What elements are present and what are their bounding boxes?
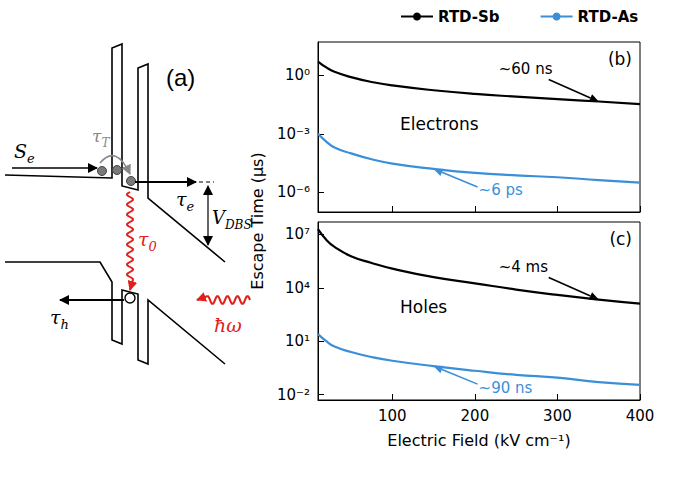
svg-text:10⁻⁶: 10⁻⁶	[277, 183, 310, 201]
svg-text:10⁻³: 10⁻³	[277, 125, 310, 143]
svg-text:τ0: τ0	[138, 228, 157, 254]
svg-text:RTD-Sb: RTD-Sb	[438, 8, 500, 26]
svg-text:~6 ps: ~6 ps	[479, 181, 523, 199]
svg-text:Electrons: Electrons	[400, 114, 479, 134]
svg-text:τe: τe	[176, 188, 195, 214]
svg-text:10⁻²: 10⁻²	[277, 386, 310, 404]
svg-text:(b): (b)	[608, 49, 632, 69]
svg-text:(a): (a)	[166, 64, 195, 91]
svg-text:~60 ns: ~60 ns	[499, 60, 553, 78]
svg-text:ħω: ħω	[214, 314, 242, 336]
svg-text:Escape Time (µs): Escape Time (µs)	[247, 152, 267, 290]
svg-text:100: 100	[378, 407, 407, 425]
svg-text:300: 300	[543, 407, 572, 425]
svg-text:Electric Field (kV cm⁻¹): Electric Field (kV cm⁻¹)	[387, 431, 570, 450]
svg-text:~4 ms: ~4 ms	[499, 258, 548, 276]
svg-text:10⁷: 10⁷	[285, 225, 310, 243]
svg-text:τh: τh	[50, 306, 69, 332]
svg-text:Se: Se	[14, 140, 35, 166]
svg-text:10⁰: 10⁰	[285, 66, 310, 84]
svg-text:RTD-As: RTD-As	[578, 8, 639, 26]
svg-text:(c): (c)	[609, 229, 632, 249]
svg-text:400: 400	[626, 407, 655, 425]
svg-text:τT: τT	[92, 126, 110, 150]
svg-text:~90 ns: ~90 ns	[479, 379, 533, 397]
svg-text:10⁴: 10⁴	[285, 279, 310, 297]
svg-text:VDBS: VDBS	[212, 207, 252, 232]
svg-text:200: 200	[461, 407, 490, 425]
svg-text:10¹: 10¹	[285, 332, 310, 350]
svg-text:Holes: Holes	[400, 297, 447, 317]
